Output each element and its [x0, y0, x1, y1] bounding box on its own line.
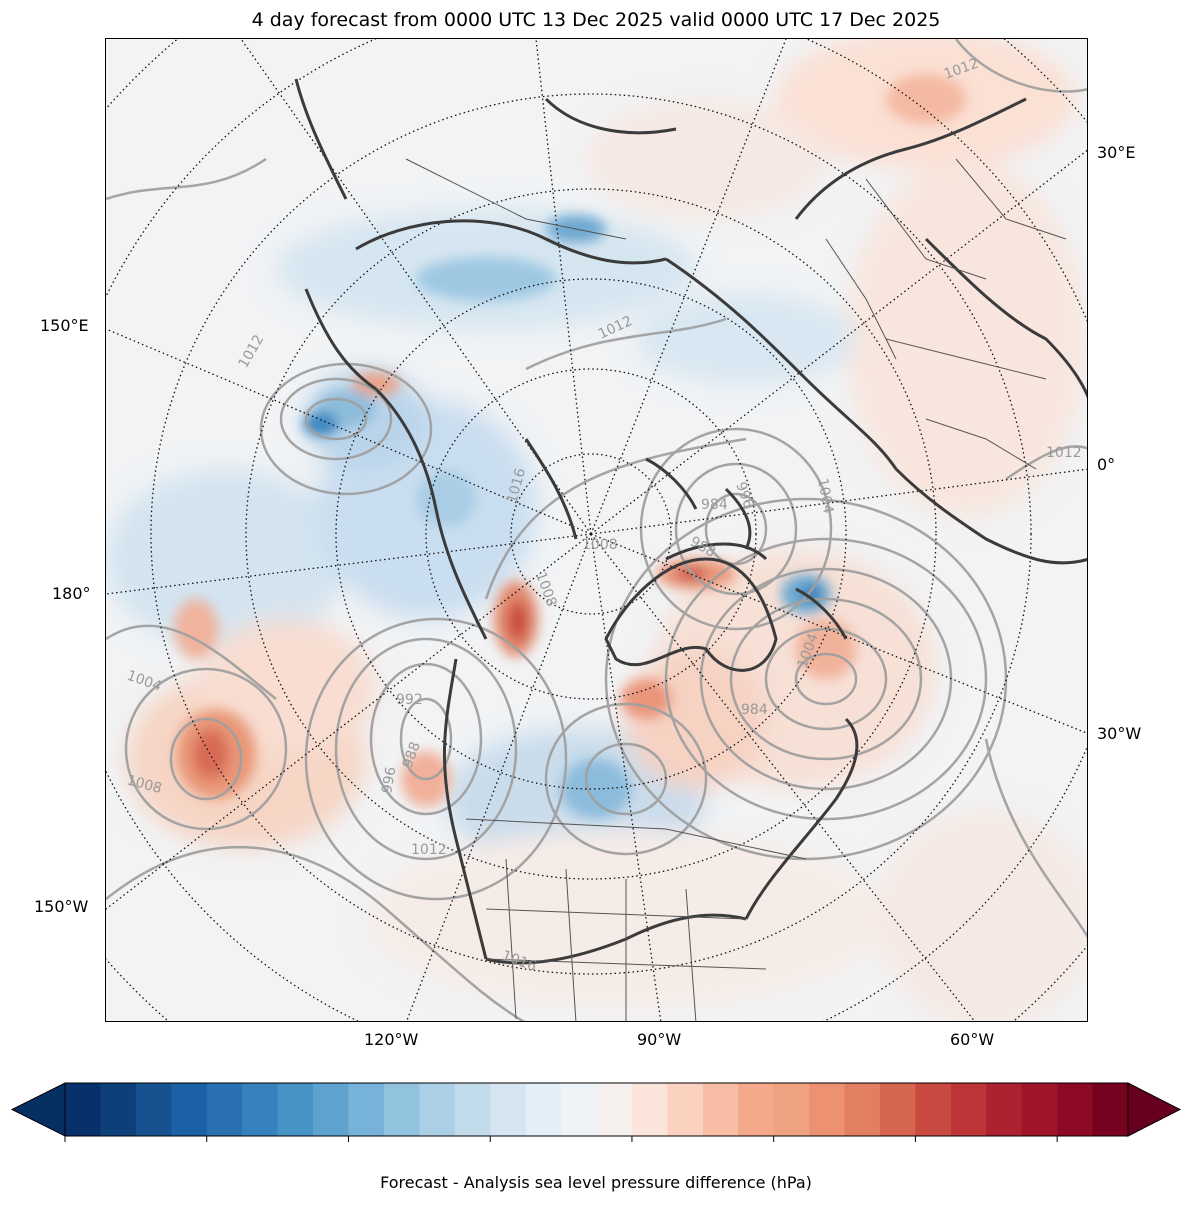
polar-map: 1012 1012 1012 1012 1004 1008 992 988 99…	[106, 39, 1087, 1021]
lon-label: 0°	[1097, 455, 1116, 474]
colorbar-segment	[1092, 1083, 1129, 1136]
colorbar-tick-label: −11	[190, 1147, 224, 1148]
colorbar-segment	[915, 1083, 952, 1136]
colorbar-label: Forecast - Analysis sea level pressure d…	[380, 1173, 812, 1192]
colorbar-segment	[454, 1083, 491, 1136]
colorbar-segment	[135, 1083, 172, 1136]
contour-label: 992	[396, 692, 423, 708]
colorbar-segment	[631, 1083, 668, 1136]
contour-label: 996	[379, 766, 399, 795]
colorbar-segment	[667, 1083, 704, 1136]
contour-label: 1008	[582, 537, 618, 553]
colorbar-segment	[1021, 1083, 1058, 1136]
colorbar-segment	[65, 1083, 101, 1136]
colorbar-tick-label: 9	[910, 1147, 920, 1148]
contour-label: 984	[741, 702, 768, 718]
colorbar-tick-label: −15	[48, 1147, 82, 1148]
colorbar-segment	[738, 1083, 775, 1136]
coastlines	[294, 78, 1087, 965]
colorbar-segment	[1057, 1083, 1094, 1136]
colorbar-segment	[490, 1083, 527, 1136]
colorbar-segment	[561, 1083, 597, 1136]
map-panel: 1012 1012 1012 1012 1004 1008 992 988 99…	[105, 38, 1088, 1022]
lon-label: 90°W	[637, 1030, 682, 1049]
colorbar-tick-label: −7	[337, 1147, 361, 1148]
colorbar-segment	[206, 1083, 243, 1136]
lon-label: 120°W	[364, 1030, 419, 1049]
colorbar-segment	[986, 1083, 1023, 1136]
colorbar-ticks: −15 −11 −7 −3 1 5 9 13	[48, 1136, 1067, 1148]
colorbar-segment	[100, 1083, 137, 1136]
lon-label: 150°E	[40, 316, 89, 335]
colorbar-segment	[844, 1083, 881, 1136]
colorbar-segment	[773, 1083, 810, 1136]
lon-label: 60°W	[950, 1030, 995, 1049]
isobars	[106, 39, 1087, 1021]
lon-label: 180°	[52, 584, 91, 603]
borders	[405, 158, 1067, 1021]
colorbar-segment	[383, 1083, 420, 1136]
contour-label: 1012	[411, 842, 447, 858]
colorbar-under-extension	[10, 1082, 66, 1137]
colorbar-segment	[879, 1083, 916, 1136]
colorbar-frame	[64, 1082, 1129, 1137]
colorbar-tick-label: −3	[478, 1147, 502, 1148]
colorbar-segment	[419, 1083, 456, 1136]
colorbar-segment	[596, 1083, 633, 1136]
colorbar-segment	[242, 1083, 279, 1136]
colorbar-over-extension	[1127, 1082, 1182, 1137]
graticule	[106, 39, 1087, 1021]
difference-field	[106, 39, 1087, 1021]
colorbar-segment	[950, 1083, 987, 1136]
contour-label: 1004	[814, 477, 836, 515]
colorbar-segment	[277, 1083, 314, 1136]
difference-cores	[174, 74, 966, 819]
colorbar-tick-label: 5	[769, 1147, 779, 1148]
contour-label: 984	[701, 497, 728, 513]
lon-label: 30°E	[1097, 143, 1136, 162]
colorbar: −15 −11 −7 −3 1 5 9 13	[10, 1082, 1182, 1148]
colorbar-segments	[10, 1082, 1182, 1137]
colorbar-segment	[171, 1083, 208, 1136]
colorbar-segment	[809, 1083, 846, 1136]
colorbar-segment	[348, 1083, 385, 1136]
colorbar-segment	[313, 1083, 349, 1136]
colorbar-segment	[525, 1083, 562, 1136]
colorbar-tick-label: 1	[627, 1147, 637, 1148]
colorbar-segment	[702, 1083, 739, 1136]
map-title: 4 day forecast from 0000 UTC 13 Dec 2025…	[251, 9, 941, 31]
contour-label: 1012	[1046, 445, 1082, 461]
lon-label: 150°W	[34, 897, 89, 916]
colorbar-tick-label: 13	[1047, 1147, 1067, 1148]
lon-label: 30°W	[1097, 724, 1142, 743]
